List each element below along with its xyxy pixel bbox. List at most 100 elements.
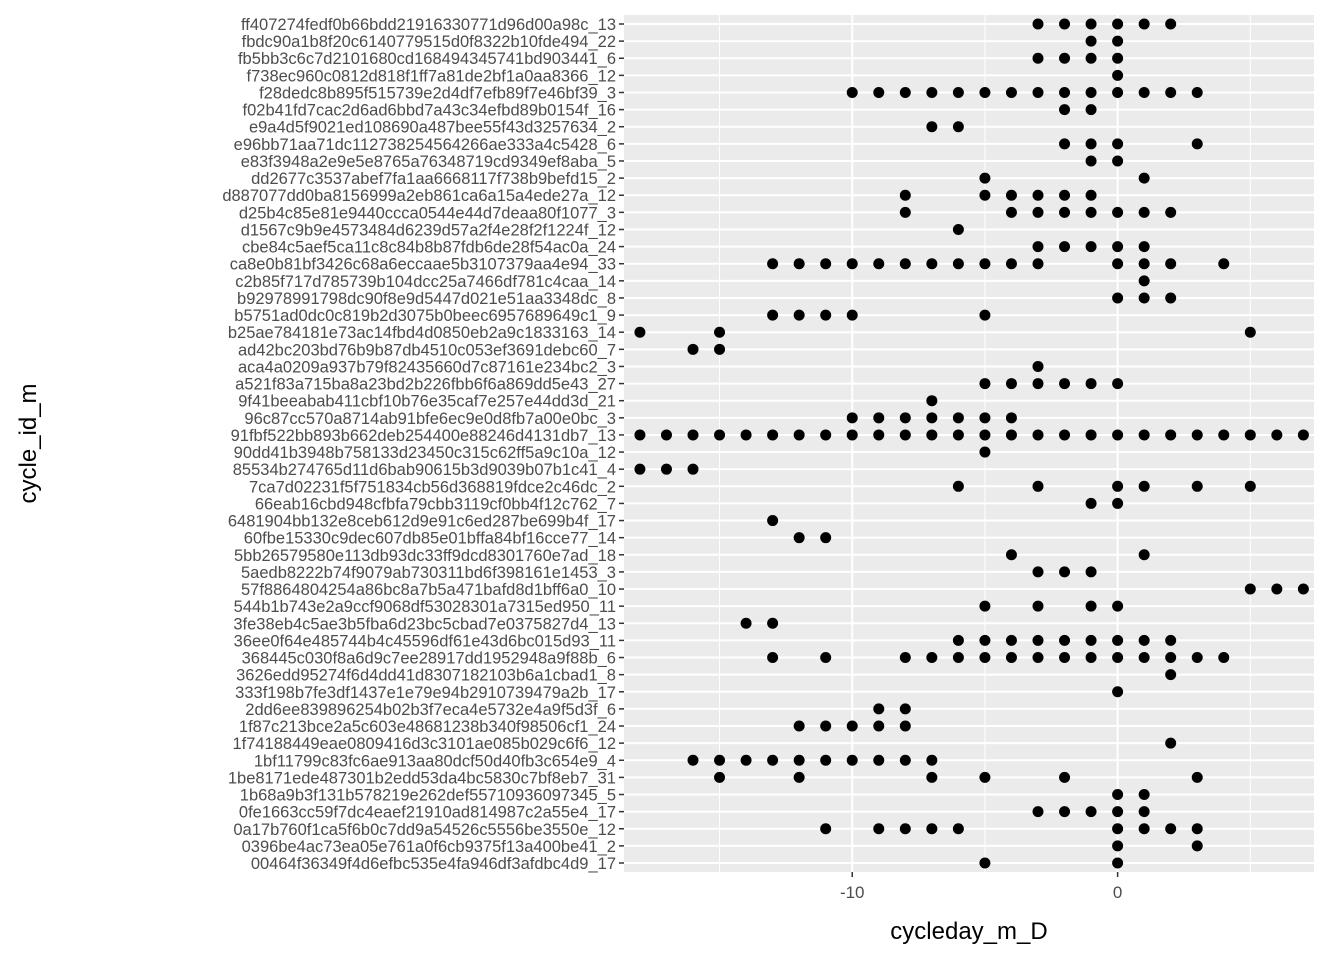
data-point bbox=[1165, 823, 1177, 835]
y-tick-label: dd2677c3537abef7fa1aa6668117f738b9befd15… bbox=[251, 170, 616, 188]
data-point bbox=[1059, 52, 1071, 64]
y-tick-label: 00464f36349f4d6efbc535e4fa946df3afdbc4d9… bbox=[251, 855, 616, 873]
data-point bbox=[899, 206, 911, 218]
data-point bbox=[740, 617, 752, 629]
data-point bbox=[1005, 634, 1017, 646]
data-point bbox=[1165, 429, 1177, 441]
data-points bbox=[634, 18, 1309, 869]
y-tick-label: ad42bc203bd76b9b87db4510c053ef3691debc60… bbox=[238, 341, 616, 359]
data-point bbox=[767, 515, 779, 527]
y-tick-label: b5751ad0dc0c819b2d3075b0beec6957689649c1… bbox=[234, 307, 616, 325]
data-point bbox=[820, 532, 832, 544]
data-point bbox=[820, 720, 832, 732]
data-point bbox=[899, 720, 911, 732]
data-point bbox=[1085, 634, 1097, 646]
data-point bbox=[899, 429, 911, 441]
data-point bbox=[979, 378, 991, 390]
data-point bbox=[1112, 823, 1124, 835]
data-point bbox=[873, 429, 885, 441]
data-point bbox=[1165, 258, 1177, 270]
data-point bbox=[1112, 206, 1124, 218]
y-tick-label: 60fbe15330c9dec607db85e01bffa84bf16cce77… bbox=[244, 530, 616, 548]
data-point bbox=[979, 446, 991, 458]
y-axis-title: cycle_id_m bbox=[15, 383, 42, 503]
data-point bbox=[1138, 789, 1150, 801]
data-point bbox=[926, 121, 938, 133]
data-point bbox=[1032, 86, 1044, 98]
data-point bbox=[820, 652, 832, 664]
data-point bbox=[793, 771, 805, 783]
data-point bbox=[1032, 652, 1044, 664]
data-point bbox=[926, 412, 938, 424]
data-point bbox=[767, 754, 779, 766]
data-point bbox=[1112, 155, 1124, 167]
data-point bbox=[1059, 241, 1071, 253]
data-point bbox=[1085, 52, 1097, 64]
data-point bbox=[1085, 497, 1097, 509]
data-point bbox=[979, 600, 991, 612]
y-tick-label: 3fe38eb4c5ae3b5fba6d23bc5cbad7e0375827d4… bbox=[233, 615, 616, 633]
data-point bbox=[1005, 429, 1017, 441]
y-tick-label: 0fe1663cc59f7dc4eaef21910ad814987c2a55e4… bbox=[239, 804, 616, 822]
data-point bbox=[634, 463, 646, 475]
y-tick-label: f02b41fd7cac2d6ad6bbd7a43c34efbd89b0154f… bbox=[243, 102, 616, 120]
data-point bbox=[1112, 378, 1124, 390]
data-point bbox=[899, 823, 911, 835]
data-point bbox=[873, 720, 885, 732]
y-tick-label: e83f3948a2e9e5e8765a76348719cd9349ef8aba… bbox=[241, 153, 616, 171]
data-point bbox=[1032, 378, 1044, 390]
data-point bbox=[1032, 241, 1044, 253]
data-point bbox=[767, 429, 779, 441]
data-point bbox=[1165, 737, 1177, 749]
data-point bbox=[1191, 138, 1203, 150]
data-point bbox=[979, 172, 991, 184]
data-point bbox=[1191, 771, 1203, 783]
y-tick-label: 333f198b7fe3df1437e1e79e94b2910739479a2b… bbox=[235, 684, 616, 702]
data-point bbox=[899, 652, 911, 664]
data-point bbox=[1085, 600, 1097, 612]
data-point bbox=[1218, 652, 1230, 664]
data-point bbox=[793, 754, 805, 766]
data-point bbox=[1138, 652, 1150, 664]
y-tick-label: 5aedb8222b74f9079ab730311bd6f398161e1453… bbox=[241, 564, 616, 582]
y-tick-label: fbdc90a1b8f20c6140779515d0f8322b10fde494… bbox=[242, 33, 616, 51]
data-point bbox=[1032, 360, 1044, 372]
y-tick-label: 368445c030f8a6d9c7ee28917dd1952948a9f88b… bbox=[242, 650, 616, 668]
y-tick-label: ca8e0b81bf3426c68a6eccaae5b3107379aa4e94… bbox=[230, 256, 616, 274]
y-tick-label: b25ae784181e73ac14fbd4d0850eb2a9c1833163… bbox=[228, 324, 616, 342]
data-point bbox=[820, 429, 832, 441]
data-point bbox=[1297, 583, 1309, 595]
data-point bbox=[1085, 241, 1097, 253]
data-point bbox=[1059, 18, 1071, 30]
data-point bbox=[1244, 583, 1256, 595]
data-point bbox=[846, 309, 858, 321]
data-point bbox=[1005, 86, 1017, 98]
y-tick-label: 6481904bb132e8ceb612d9e91c6ed287be699b4f… bbox=[228, 513, 616, 531]
data-point bbox=[634, 326, 646, 338]
plot-panel bbox=[624, 15, 1314, 872]
data-point bbox=[1059, 429, 1071, 441]
data-point bbox=[1112, 429, 1124, 441]
data-point bbox=[1112, 292, 1124, 304]
data-point bbox=[926, 754, 938, 766]
data-point bbox=[820, 258, 832, 270]
data-point bbox=[979, 771, 991, 783]
data-point bbox=[1112, 652, 1124, 664]
data-point bbox=[926, 395, 938, 407]
data-point bbox=[1165, 18, 1177, 30]
data-point bbox=[1032, 206, 1044, 218]
data-point bbox=[1112, 480, 1124, 492]
data-point bbox=[952, 86, 964, 98]
x-axis-ticks bbox=[851, 872, 1119, 877]
y-tick-label: 9f41beeabab411cbf10b76e35caf7e257e44dd3d… bbox=[238, 393, 616, 411]
data-point bbox=[714, 754, 726, 766]
data-point bbox=[1112, 241, 1124, 253]
data-point bbox=[846, 720, 858, 732]
data-point bbox=[873, 823, 885, 835]
data-point bbox=[1112, 258, 1124, 270]
data-point bbox=[1085, 806, 1097, 818]
data-point bbox=[1032, 566, 1044, 578]
data-point bbox=[1005, 206, 1017, 218]
data-point bbox=[1085, 104, 1097, 116]
